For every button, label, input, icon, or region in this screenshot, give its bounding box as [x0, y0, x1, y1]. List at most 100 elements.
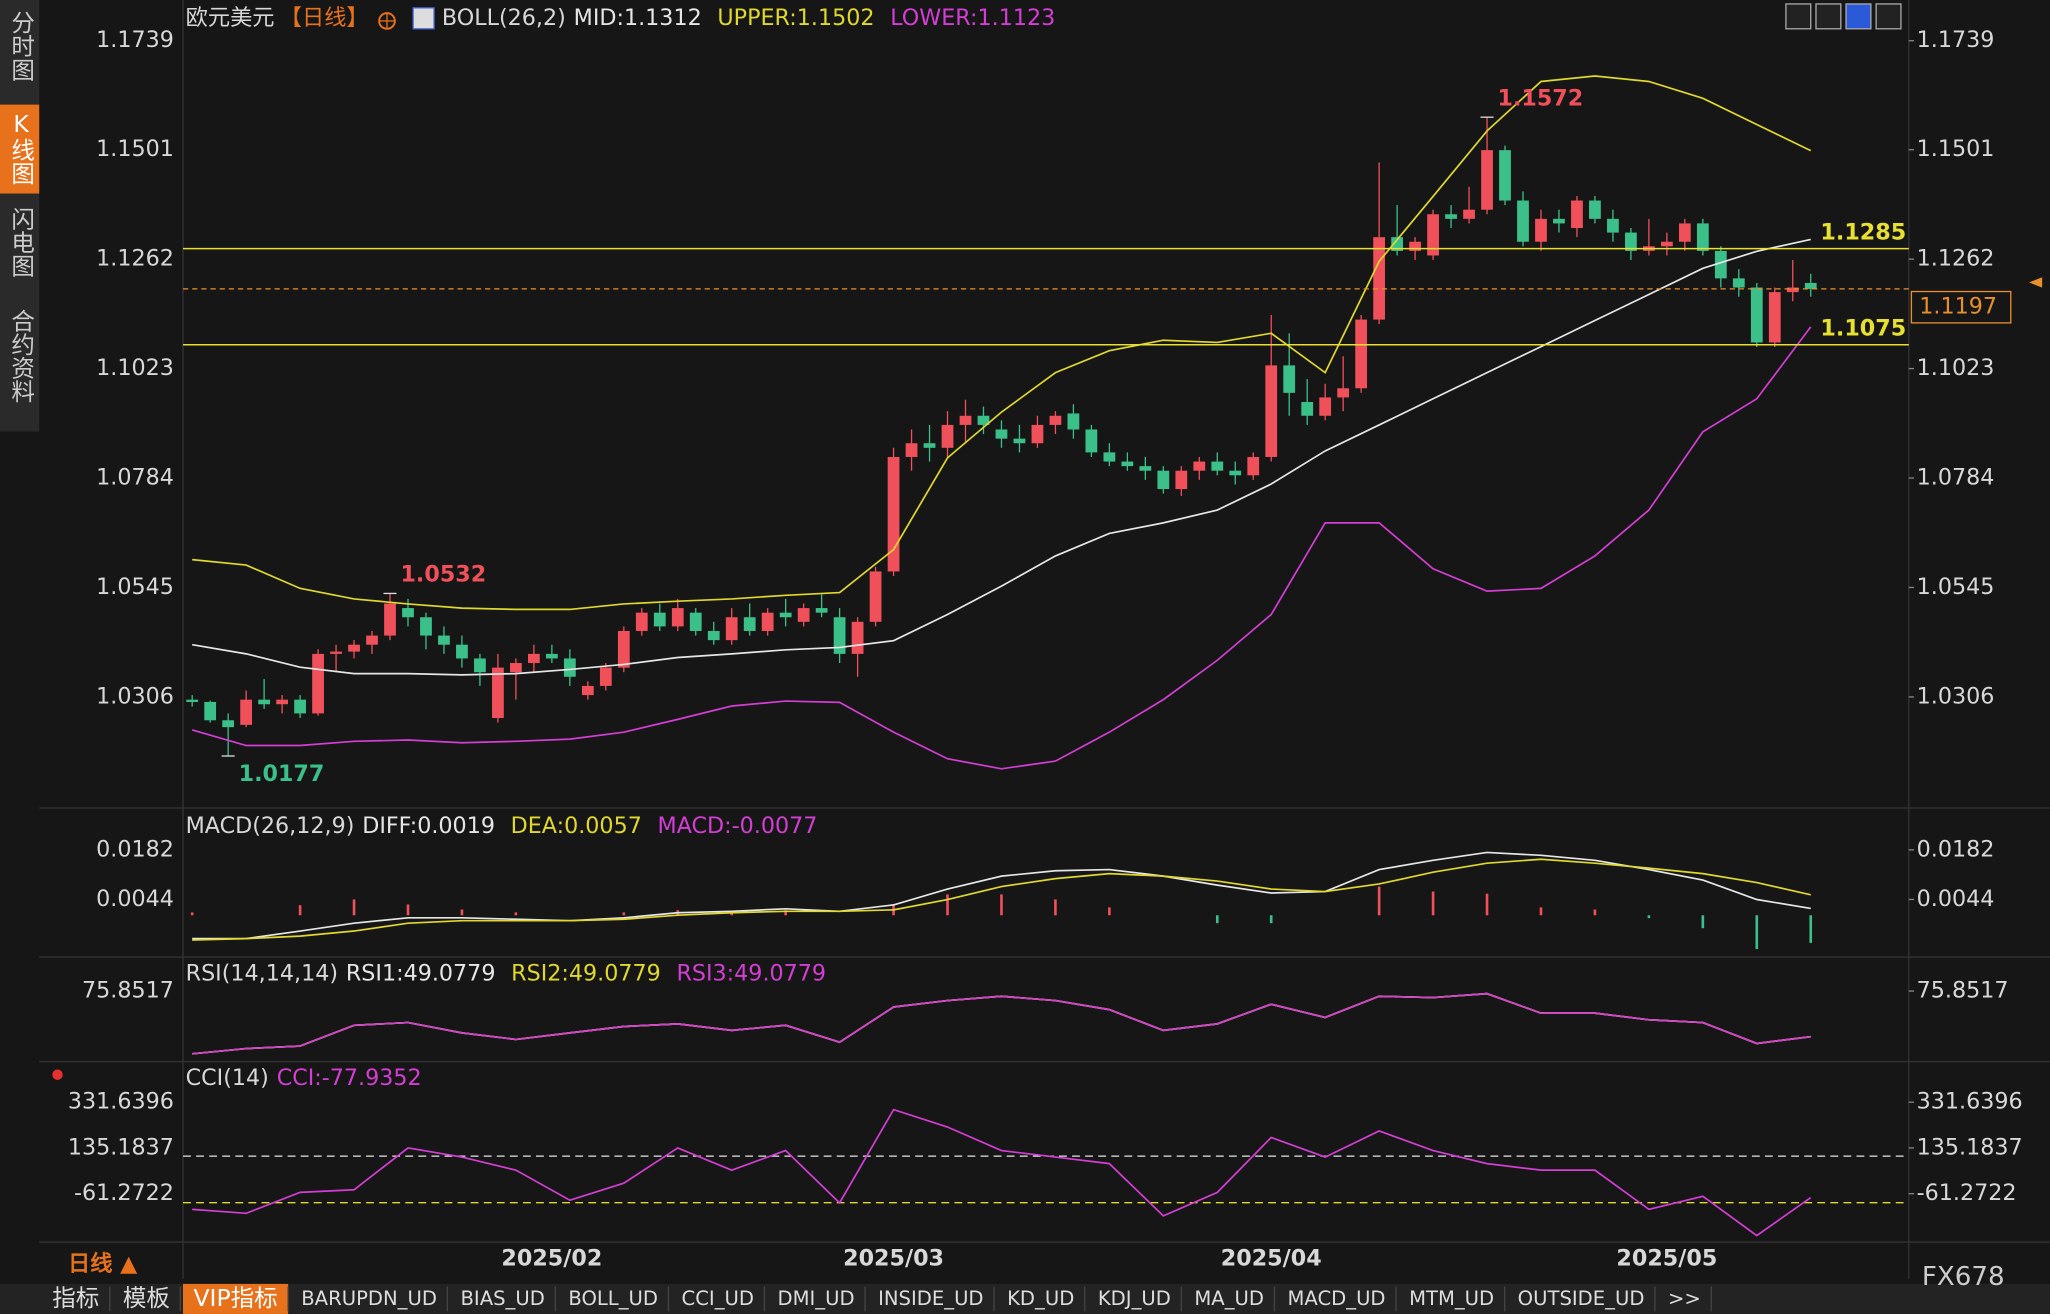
macd-bar	[1701, 915, 1705, 929]
tool-icon[interactable]	[1815, 3, 1842, 30]
y-tick-label-right: 1.0306	[1917, 683, 1995, 709]
y-tick-label-right: 75.8517	[1917, 978, 2009, 1004]
bottom-tab[interactable]: KD_UD	[1007, 1287, 1074, 1310]
y-tick-label-right: 331.6396	[1917, 1089, 2023, 1115]
candle-body	[1175, 470, 1188, 490]
candle-body	[1535, 218, 1547, 242]
indicator-line	[192, 851, 1811, 940]
macd-bar	[1809, 915, 1813, 943]
candle-body	[1031, 424, 1044, 444]
bottom-tab[interactable]: VIP指标	[193, 1284, 277, 1312]
y-tick-label-right: 1.0784	[1917, 465, 1995, 491]
y-tick-label-right: 0.0044	[1917, 886, 1995, 912]
toolbar-icons	[1785, 3, 1902, 30]
indicator-title: BOLL(26,2)	[442, 5, 566, 31]
side-tab[interactable]: 分时图	[7, 10, 35, 81]
candle-body	[186, 699, 199, 702]
candle-body	[330, 651, 342, 654]
bottom-tab[interactable]: MTM_UD	[1409, 1287, 1494, 1310]
indicator-icon[interactable]	[412, 7, 435, 30]
side-tab[interactable]: K线图	[7, 110, 35, 185]
candle-body	[707, 630, 720, 641]
candle-body	[294, 699, 306, 714]
candle-body	[941, 424, 954, 448]
candle-body	[1139, 466, 1152, 471]
bottom-tab[interactable]: INSIDE_UD	[878, 1287, 983, 1310]
bottom-tab[interactable]: OUTSIDE_UD	[1518, 1287, 1645, 1310]
y-tick-label: 0.0044	[96, 886, 174, 912]
legend-entry: MACD:-0.0077	[658, 813, 818, 839]
candle-body	[833, 617, 846, 654]
legend-entry: UPPER:1.1502	[717, 5, 874, 31]
macd-bar	[730, 912, 734, 916]
bottom-tab[interactable]: >>	[1668, 1287, 1701, 1310]
macd-bar	[298, 905, 302, 916]
candle-body	[1247, 456, 1260, 476]
y-tick-label-right: 1.0545	[1917, 574, 1995, 600]
candle-body	[1229, 470, 1242, 476]
indicator-line	[192, 992, 1811, 1055]
tool-icon[interactable]	[1785, 3, 1812, 30]
candle-body	[1481, 150, 1493, 210]
y-tick-label-right: 1.1501	[1917, 136, 1995, 162]
bottom-tab[interactable]: BIAS_UD	[460, 1287, 544, 1310]
active-tab-bg	[0, 104, 40, 194]
candle-body	[1768, 292, 1781, 343]
indicator-line	[192, 858, 1811, 941]
level-label: 1.1285	[1820, 219, 1906, 245]
bottom-tab[interactable]: MA_UD	[1194, 1287, 1264, 1310]
indicator-line	[192, 238, 1811, 676]
candle-body	[456, 644, 468, 659]
candle-body	[1391, 237, 1403, 251]
last-price-box	[1910, 290, 2012, 324]
side-tab[interactable]: 合约资料	[7, 308, 35, 403]
side-tab[interactable]: 闪电图	[7, 206, 35, 277]
candle-body	[492, 667, 504, 718]
candle-body	[1714, 250, 1727, 279]
candle-body	[1103, 452, 1116, 462]
candle-body	[905, 443, 918, 457]
candle-body	[438, 635, 450, 645]
bottom-tab[interactable]: CCI_UD	[682, 1287, 754, 1310]
candle-body	[222, 720, 235, 728]
indicator-line	[192, 75, 1812, 611]
bottom-tab[interactable]: DMI_UD	[778, 1287, 855, 1310]
macd-bar	[190, 912, 194, 916]
macd-bar	[1108, 907, 1111, 916]
y-tick-label: 0.0182	[96, 836, 174, 862]
tool-icon[interactable]	[1875, 3, 1902, 30]
tool-icon[interactable]	[1845, 3, 1872, 30]
period-label[interactable]: 日线 ▲	[68, 1250, 138, 1277]
legend-entry: RSI3:49.0779	[676, 961, 826, 987]
candle-body	[312, 653, 324, 714]
macd-bar	[1215, 915, 1219, 924]
macd-bar	[1000, 894, 1003, 916]
y-tick-label: 1.1262	[96, 246, 174, 272]
candle-body	[923, 443, 936, 448]
candle-body	[474, 658, 486, 673]
bottom-tab[interactable]: 指标	[52, 1284, 99, 1312]
macd-bar	[1647, 915, 1651, 919]
y-tick-label: 1.0784	[96, 465, 174, 491]
level-label: 1.1075	[1820, 316, 1906, 342]
y-tick-label: 75.8517	[82, 978, 174, 1004]
candle-body	[887, 456, 900, 572]
candle-body	[1660, 241, 1673, 247]
macd-bar	[406, 904, 410, 916]
candle-body	[1319, 397, 1332, 416]
y-tick-label-right: 1.1023	[1917, 355, 1995, 381]
macd-bar	[460, 909, 464, 916]
price-marker	[2029, 277, 2043, 288]
x-tick-label: 2025/05	[1616, 1246, 1717, 1272]
legend-entry: CCI:-77.9352	[277, 1065, 422, 1091]
bottom-tab[interactable]: BOLL_UD	[568, 1287, 658, 1310]
panel-title: CCI(14)	[186, 1065, 269, 1091]
candle-body	[977, 415, 990, 425]
bottom-tab[interactable]: KDJ_UD	[1098, 1287, 1171, 1310]
bottom-tab[interactable]: BARUPDN_UD	[301, 1287, 437, 1310]
bottom-tab[interactable]: MACD_UD	[1287, 1287, 1385, 1310]
y-tick-label-right: 1.1739	[1917, 27, 1995, 53]
bottom-tab[interactable]: 模板	[123, 1284, 170, 1312]
